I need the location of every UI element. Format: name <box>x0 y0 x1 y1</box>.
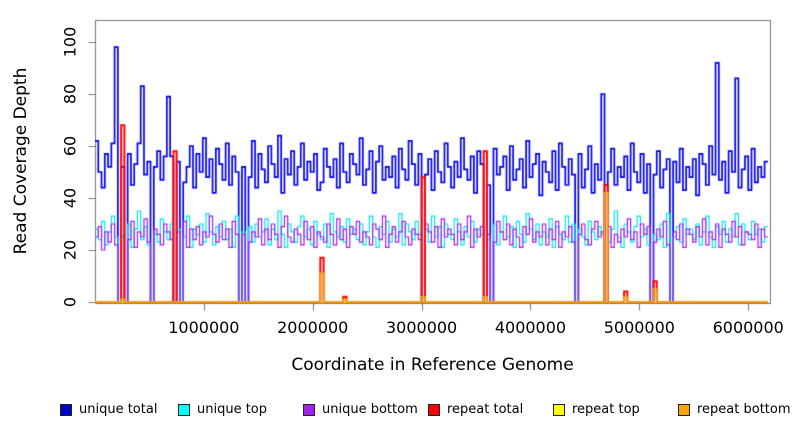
y-axis-title: Read Coverage Depth <box>11 67 31 255</box>
x-axis-title: Coordinate in Reference Genome <box>291 355 574 375</box>
